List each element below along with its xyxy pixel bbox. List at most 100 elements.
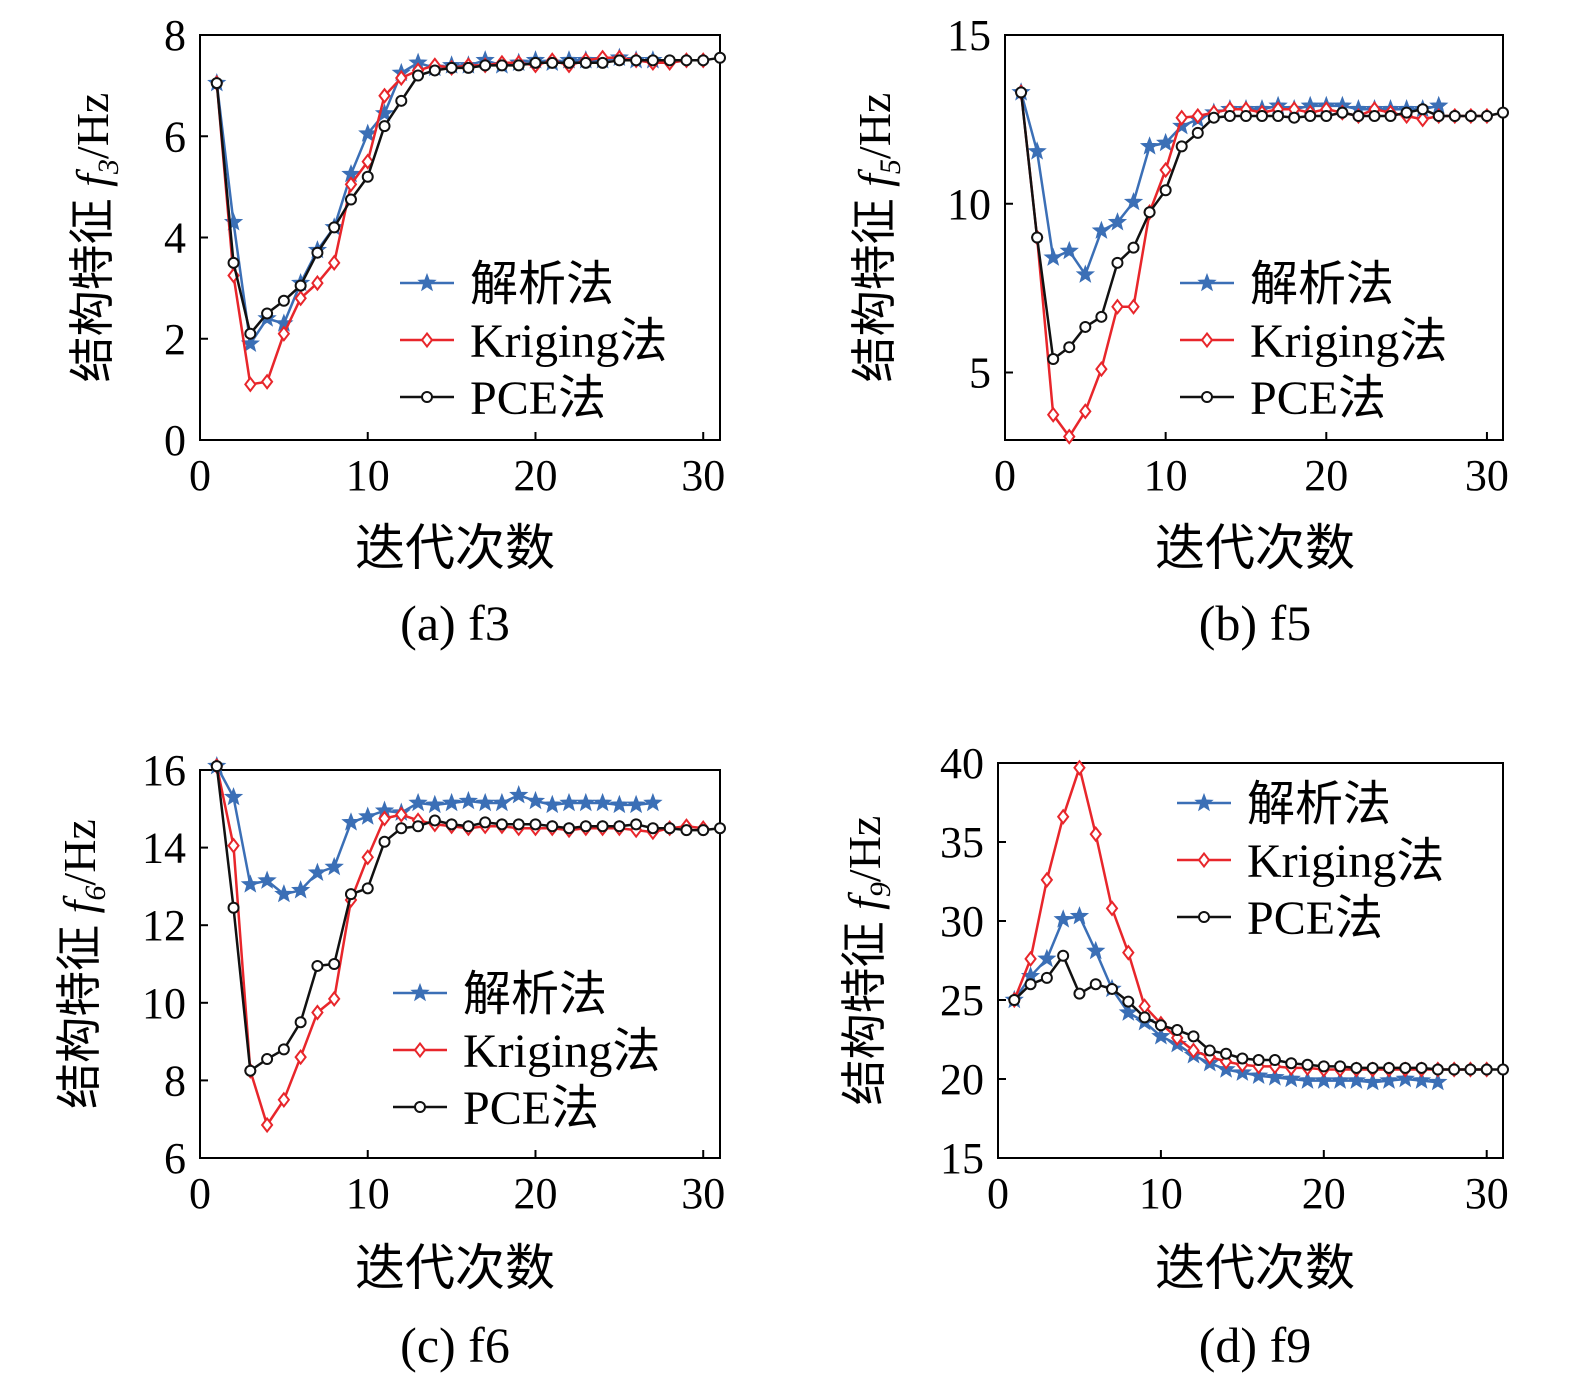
legend-marker-pce [421,391,433,403]
legend-label-kriging: Kriging法 [1250,315,1447,368]
data-point-analytic [1118,1002,1138,1021]
data-point-analytic [1107,212,1128,231]
data-point-pce [395,822,408,835]
data-point-pce [546,56,559,69]
data-point-pce [579,56,592,69]
x-axis-label: 迭代次数 [355,520,555,576]
data-point-analytic [1379,1070,1399,1089]
data-point-pce [344,888,357,901]
data-point-pce [462,820,475,833]
data-point-kriging [1073,759,1086,776]
x-tick-label: 30 [681,1169,725,1218]
series-pce [1008,949,1509,1076]
data-point-pce [1366,1061,1379,1074]
data-point-kriging [395,806,408,823]
legend-marker-kriging [1200,331,1214,349]
data-point-pce [1256,110,1269,122]
data-point-analytic [1139,136,1160,155]
data-point-pce [1317,1060,1330,1073]
legend-label-analytic: 解析法 [1247,778,1391,831]
data-point-kriging [244,376,257,393]
data-point-pce [1187,1030,1200,1043]
panel-caption: (b) f5 [1199,595,1311,651]
y-axis-label-prefix: 结构特征 [839,910,890,1106]
data-point-analytic [425,794,445,814]
panel-caption: (c) f6 [400,1317,510,1373]
data-point-pce [261,307,274,320]
data-point-pce [529,818,542,831]
data-point-kriging [294,1048,307,1066]
y-axis-label: 结构特征 f5/Hz [849,93,907,383]
series-line-pce [1013,954,1503,1071]
data-point-analytic [1156,132,1176,152]
data-point-pce [378,835,391,848]
data-point-pce [1432,110,1445,122]
data-point-analytic [1363,1072,1383,1091]
x-tick-label: 0 [189,451,211,500]
data-point-analytic [1086,940,1106,960]
data-point-pce [445,61,458,74]
data-point-analytic [1314,1070,1334,1089]
data-point-analytic [525,790,546,810]
data-point-pce [1138,1011,1151,1024]
data-point-pce [294,1016,307,1029]
data-point-analytic [257,870,277,889]
data-point-kriging [1024,950,1037,968]
data-point-analytic [1411,1070,1432,1089]
x-tick-label: 10 [1139,1169,1183,1218]
data-point-pce [395,94,408,107]
x-tick-label: 10 [1144,451,1188,500]
data-point-pce [210,760,223,773]
legend-label-analytic: 解析法 [1250,258,1394,311]
data-point-pce [1122,995,1135,1008]
legend-marker-pce [1198,911,1210,923]
data-point-kriging [260,373,274,390]
data-point-pce [1127,241,1140,254]
data-point-pce [1304,110,1317,122]
data-point-kriging [1062,428,1076,445]
data-point-pce [428,64,441,77]
y-tick-label: 15 [940,1134,984,1183]
data-point-pce [1497,106,1509,119]
data-point-kriging [1089,825,1103,843]
data-point-pce [1497,1063,1509,1076]
chart-panel-a: 0 10 20 30 0 2 4 6 8 迭代次数 结构特征 f3/Hz (a) f3 解析法Krigi… [67,11,726,651]
data-point-pce [328,958,341,970]
data-point-pce [479,59,492,72]
data-point-kriging [227,837,240,854]
data-point-pce [210,77,223,90]
y-tick-label: 6 [164,1134,186,1183]
data-point-pce [1095,310,1108,323]
chart-panel-d: 0 10 20 30 15 20 25 30 35 40 迭代次数 结构特征 f9/Hz (d) f9 解… [839,739,1509,1373]
data-point-pce [1301,1058,1314,1071]
x-axis-label: 迭代次数 [355,1240,555,1296]
data-point-pce [663,54,676,67]
data-point-analytic [1395,1068,1415,1088]
y-axis-label-subscript: 3 [92,159,125,175]
data-point-pce [1057,949,1070,962]
data-point-analytic [408,792,428,812]
data-point-kriging [1046,406,1060,423]
data-point-analytic [1330,1070,1350,1089]
legend-marker-analytic [410,982,430,1002]
data-point-analytic [592,792,613,812]
data-point-pce [563,56,576,69]
y-axis-label: 结构特征 f6/Hz [54,819,112,1109]
data-point-pce [546,820,559,833]
data-point-pce [1031,231,1044,244]
data-point-pce [1089,978,1102,991]
chart-panel-c: 0 10 20 30 6 8 10 12 14 16 迭代次数 结构特征 f6/Hz (c) f6 解析法… [54,746,726,1373]
data-point-pce [1154,1019,1167,1032]
data-point-analytic [274,884,294,903]
data-point-analytic [458,790,478,810]
data-point-pce [630,818,643,831]
x-tick-label: 20 [1302,1169,1346,1218]
y-axis-label-subscript: 9 [864,882,897,897]
data-point-kriging [311,274,324,292]
data-point-analytic [1053,909,1073,928]
data-point-pce [1252,1054,1265,1067]
data-point-analytic [358,806,378,825]
y-tick-label: 14 [142,824,186,873]
plot-frame [1004,34,1504,441]
